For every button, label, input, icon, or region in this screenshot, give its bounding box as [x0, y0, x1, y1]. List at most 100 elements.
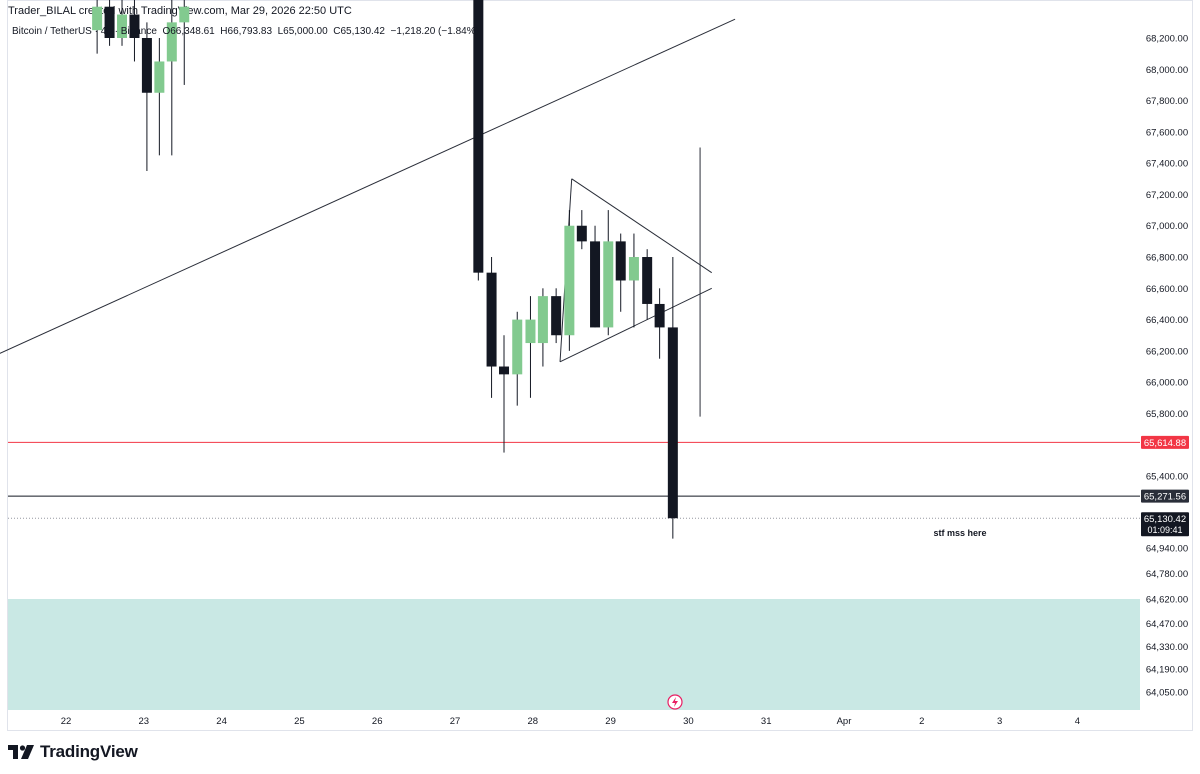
candle[interactable]: [603, 210, 614, 336]
candle[interactable]: [590, 225, 601, 328]
symbol-name[interactable]: Bitcoin / TetherUS · 4h · Binance: [12, 26, 157, 37]
candle-body-down: [615, 241, 626, 281]
y-tick-label: 64,190.00: [1146, 665, 1188, 676]
high-label: H: [220, 26, 228, 37]
y-tick-label: 64,470.00: [1146, 619, 1188, 630]
x-tick-label: 23: [139, 716, 150, 727]
x-tick-label: 28: [528, 716, 539, 727]
change-value: −1,218.20 (−1.84%): [390, 26, 479, 37]
y-tick-label: 64,940.00: [1146, 544, 1188, 555]
candle-body-up: [628, 257, 639, 281]
y-tick-label: 64,050.00: [1146, 688, 1188, 699]
level-lines-layer: [8, 441, 1140, 519]
candle-body-up: [179, 6, 190, 23]
price-label-red[interactable]: 65,614.88: [1141, 435, 1189, 449]
symbol-legend: Bitcoin / TetherUS · 4h · Binance O66,34…: [12, 26, 479, 37]
tradingview-logo[interactable]: TradingView: [8, 742, 138, 762]
x-tick-label: 27: [450, 716, 461, 727]
candle[interactable]: [564, 210, 575, 351]
candle[interactable]: [129, 0, 140, 62]
y-tick-label: 66,800.00: [1146, 253, 1188, 264]
price-axis: 68,200.00 68,000.00 67,800.00 67,600.00 67,4…: [1146, 34, 1188, 699]
candle-body-down: [667, 327, 678, 519]
price-label-text: 65,271.56: [1144, 492, 1186, 503]
candle[interactable]: [551, 288, 562, 344]
candle-body-down: [129, 14, 140, 39]
y-tick-label: 64,620.00: [1146, 595, 1188, 606]
price-label-bg: [1141, 489, 1189, 503]
x-tick-label: 4: [1075, 716, 1080, 727]
y-tick-label: 67,600.00: [1146, 127, 1188, 138]
time-axis: 22 23 24 25 26 27 28 29 30 31 Apr 2 3 4: [61, 716, 1080, 727]
x-tick-label: 26: [372, 716, 383, 727]
candle-body-up: [512, 319, 523, 375]
triangle-upper-line[interactable]: [571, 178, 713, 274]
x-tick-label: 30: [683, 716, 694, 727]
candle[interactable]: [615, 233, 626, 312]
candle[interactable]: [537, 288, 548, 367]
candle[interactable]: [141, 22, 152, 171]
candle[interactable]: [667, 257, 678, 539]
price-label-bg: [1141, 435, 1189, 449]
open-value: 66,348.61: [170, 26, 215, 37]
rising-trendline[interactable]: [0, 18, 736, 358]
drawings-layer: [0, 18, 736, 417]
x-tick-label: 3: [997, 716, 1002, 727]
candle[interactable]: [628, 233, 639, 328]
candle[interactable]: [512, 311, 523, 406]
candle[interactable]: [179, 0, 190, 85]
candle-body-down: [654, 303, 665, 328]
candle[interactable]: [154, 38, 165, 156]
lightning-glyph: [672, 697, 678, 707]
candles-layer: [92, 0, 678, 539]
candle[interactable]: [104, 0, 115, 46]
tradingview-logo-text: TradingView: [40, 742, 138, 761]
demand-zone: [8, 599, 1140, 710]
triangle-lower-line[interactable]: [559, 287, 712, 363]
candle-body-up: [166, 22, 177, 62]
candle[interactable]: [486, 257, 497, 398]
candle-body-down: [104, 6, 115, 38]
candle-body-up: [537, 296, 548, 344]
x-tick-label: 31: [761, 716, 772, 727]
y-tick-label: 67,400.00: [1146, 159, 1188, 170]
candle-body-up: [564, 225, 575, 336]
x-tick-label: 22: [61, 716, 72, 727]
candle[interactable]: [525, 296, 536, 398]
y-tick-label: 64,780.00: [1146, 569, 1188, 580]
lightning-event-icon[interactable]: [667, 694, 683, 710]
price-label-bg: [1141, 512, 1189, 537]
x-tick-label: 2: [919, 716, 924, 727]
candle[interactable]: [654, 288, 665, 359]
candle[interactable]: [499, 335, 510, 453]
price-label-text: 65,614.88: [1144, 438, 1186, 449]
high-value: 66,793.83: [227, 26, 273, 37]
candle-body-up: [525, 319, 536, 344]
candle[interactable]: [642, 249, 653, 320]
candle[interactable]: [473, 0, 484, 281]
x-tick-label: Apr: [837, 716, 852, 727]
candle[interactable]: [117, 0, 128, 46]
candle[interactable]: [92, 0, 103, 54]
chart-frame: [7, 0, 1193, 731]
y-tick-label: 68,200.00: [1146, 34, 1188, 45]
candle-body-down: [590, 241, 601, 328]
x-tick-label: 25: [294, 716, 305, 727]
open-label: O: [162, 26, 171, 37]
candle[interactable]: [576, 210, 587, 250]
candle-body-up: [603, 241, 614, 328]
candle-body-down: [486, 272, 497, 367]
candle-body-up: [154, 61, 165, 93]
y-tick-label: 66,600.00: [1146, 284, 1188, 295]
candle[interactable]: [166, 0, 177, 156]
candle-body-down: [499, 366, 510, 375]
price-label-dark[interactable]: 65,271.56: [1141, 489, 1189, 503]
x-tick-label: 29: [605, 716, 616, 727]
low-label: L: [277, 26, 284, 37]
candle-body-down: [642, 257, 653, 304]
stf-mss-annotation[interactable]: stf mss here: [933, 528, 986, 538]
y-tick-label: 67,200.00: [1146, 190, 1188, 201]
y-tick-label: 65,800.00: [1146, 409, 1188, 420]
